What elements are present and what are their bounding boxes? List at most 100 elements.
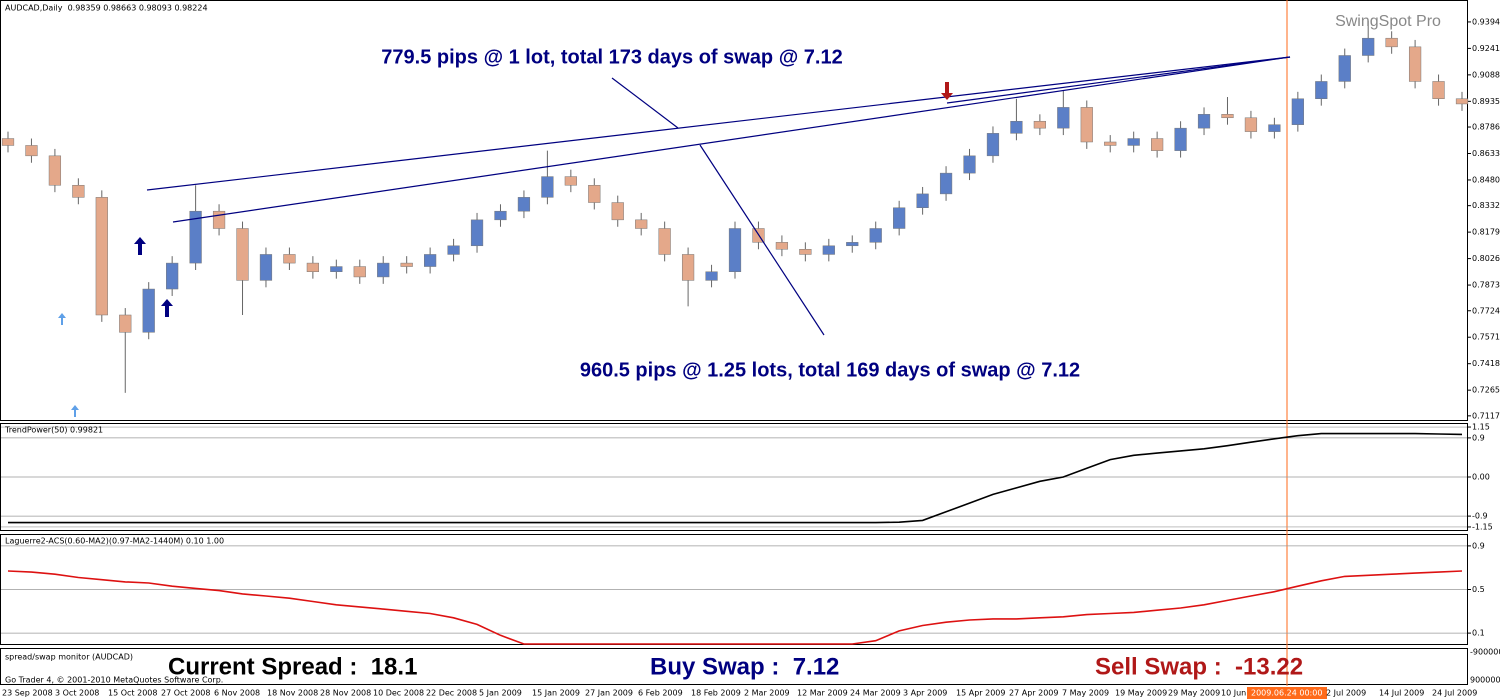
candle-body (1385, 37, 1398, 48)
candle-body (377, 262, 390, 278)
y-tick-label: 0.84805 (1472, 175, 1500, 184)
y-tick-label: 0.00 (1472, 473, 1490, 482)
x-tick-label: 7 May 2009 (1062, 689, 1109, 698)
candle-body (775, 242, 789, 250)
candle-body (72, 184, 85, 198)
x-tick-label: 6 Nov 2008 (214, 689, 260, 698)
candle-body (1408, 46, 1422, 82)
candle-body (635, 219, 648, 229)
candle-body (1221, 114, 1234, 119)
y-tick-label: 0.9 (1472, 541, 1485, 550)
x-tick-label: 5 Jan 2009 (479, 689, 522, 698)
annotation: 960.5 pips @ 1.25 lots, total 169 days o… (580, 359, 1080, 381)
candle-body (541, 176, 554, 198)
candle-body (1432, 81, 1445, 99)
candle-body (306, 262, 319, 272)
candle-body (799, 249, 812, 255)
y-tick-label: 0.86335 (1472, 149, 1500, 158)
x-tick-label: 27 Jan 2009 (585, 689, 633, 698)
y-tick-label: 0.87865 (1472, 123, 1500, 132)
price-pane (0, 0, 1468, 421)
candle-body (893, 207, 906, 229)
y-tick-label: 0.74185 (1472, 359, 1500, 368)
candle-body (1127, 138, 1140, 146)
x-tick-label: 2 Mar 2009 (744, 689, 790, 698)
candle-body (353, 266, 366, 278)
candle-body (1151, 138, 1164, 151)
footer: Go Trader 4, © 2001-2010 MetaQuotes Soft… (5, 676, 223, 685)
annotation: 779.5 pips @ 1 lot, total 173 days of sw… (381, 46, 842, 68)
x-tick-label: 6 Feb 2009 (638, 689, 683, 698)
candle-body (447, 245, 460, 255)
spread: Current Spread : 18.1 (168, 653, 417, 680)
candle-body (1057, 107, 1070, 129)
monitor-pane (0, 648, 1468, 685)
trade-line (172, 56, 1291, 223)
candle-body (166, 262, 179, 290)
candle-body (986, 133, 1000, 157)
candle-body (869, 228, 882, 243)
x-tick-label: 22 Dec 2008 (426, 689, 477, 698)
y-tick-label: 0.75715 (1472, 333, 1500, 342)
x-tick-label: 27 Apr 2009 (1009, 689, 1058, 698)
candle-body (142, 288, 155, 333)
trade-lines (146, 56, 1291, 336)
candle-body (588, 184, 601, 203)
x-tick-label: 18 Nov 2008 (267, 689, 318, 698)
trade-line (146, 56, 1291, 191)
candle-body (236, 228, 249, 281)
candle-body (916, 193, 929, 208)
trade-line (946, 56, 1291, 104)
candle-body (681, 254, 695, 281)
candle-body (1033, 120, 1046, 129)
x-tick-label: 24 Mar 2009 (850, 689, 901, 698)
x-tick-label: 10 Dec 2008 (373, 689, 424, 698)
candle-body (1362, 37, 1375, 56)
x-tick-label: 27 Oct 2008 (161, 689, 210, 698)
candle-body (1174, 127, 1187, 151)
small-arrow (58, 313, 66, 325)
candle-body (658, 228, 671, 255)
x-tick-label: 24 Jul 2009 (1432, 689, 1477, 698)
y-tick-label: 0.9 (1472, 433, 1485, 442)
monitor-title: spread/swap monitor (AUDCAD) (5, 653, 133, 662)
x-tick-label: 3 Oct 2008 (55, 689, 99, 698)
candle-body (212, 210, 226, 229)
candle-body (25, 145, 38, 157)
candle-body (189, 210, 202, 264)
small-arrow (71, 405, 79, 417)
indicator-line (7, 570, 1463, 645)
candle-body (846, 242, 859, 247)
candle-body (1315, 81, 1328, 99)
candle-body (822, 245, 835, 255)
y-tick-label: 0.71170 (1472, 411, 1500, 420)
cursor-date: 2009.06.24 00:00 (1251, 689, 1322, 698)
x-tick-label: 23 Sep 2008 (2, 689, 53, 698)
candle-body (1455, 98, 1469, 105)
pointer-line (699, 144, 825, 336)
candle-body (1291, 98, 1304, 125)
candle-body (283, 254, 296, 264)
indicator-line (8, 432, 1463, 524)
pane-title: Laguerre2-ACS(0.60-MA2)(0.97-MA2-1440M) … (5, 537, 224, 546)
x-tick-label: 15 Jan 2009 (532, 689, 580, 698)
brand: SwingSpot Pro (1335, 13, 1441, 30)
pane-title: TrendPower(50) 0.99821 (4, 426, 103, 435)
candle-body (259, 254, 273, 281)
candle-body (963, 155, 976, 174)
x-tick-label: 19 May 2009 (1115, 689, 1167, 698)
candle-body (1338, 55, 1351, 82)
x-tick-label: 15 Oct 2008 (108, 689, 157, 698)
buy-swap: Buy Swap : 7.12 (650, 653, 839, 680)
candle-body (728, 228, 742, 272)
x-tick-label: 29 May 2009 (1168, 689, 1220, 698)
candle-body (1080, 107, 1093, 143)
y-tick-label: 0.1 (1472, 629, 1485, 638)
x-tick-label: 12 Mar 2009 (797, 689, 848, 698)
cursor-date-box (1247, 687, 1327, 699)
